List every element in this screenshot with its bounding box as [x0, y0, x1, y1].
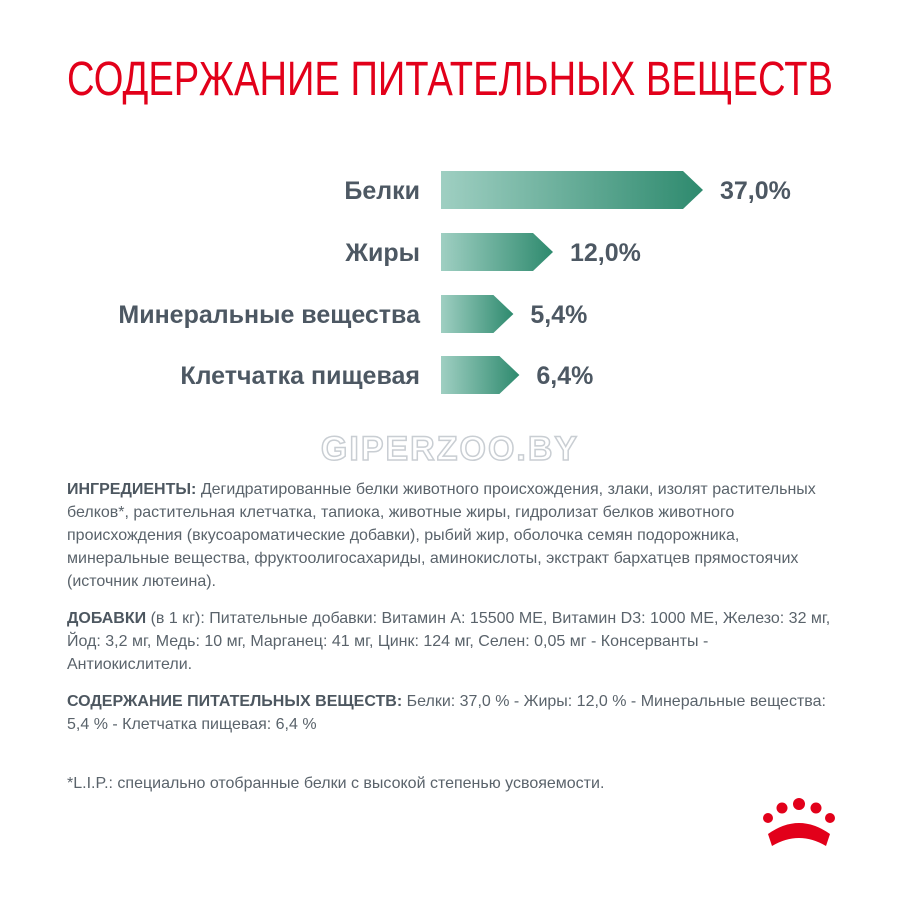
section-text: (в 1 кг): Питательные добавки: Витамин А…	[67, 610, 831, 673]
bar	[441, 356, 520, 394]
text-sections: ИНГРЕДИЕНТЫ: Дегидратированные белки жив…	[67, 478, 837, 750]
section-text: Белки: 37,0 % - Жиры: 12,0 % - Минеральн…	[67, 693, 826, 733]
section-text: Дегидратированные белки животного происх…	[67, 481, 816, 590]
bar	[441, 233, 553, 271]
section-label: ИНГРЕДИЕНТЫ:	[67, 481, 197, 498]
section-label: СОДЕРЖАНИЕ ПИТАТЕЛЬНЫХ ВЕЩЕСТВ:	[67, 693, 403, 710]
value-label: 37,0%	[720, 177, 791, 205]
category-label: Белки	[344, 177, 420, 205]
section: СОДЕРЖАНИЕ ПИТАТЕЛЬНЫХ ВЕЩЕСТВ: Белки: 3…	[67, 690, 837, 736]
category-label: Минеральные вещества	[118, 301, 421, 329]
value-label: 6,4%	[536, 362, 593, 390]
value-label: 12,0%	[570, 239, 641, 267]
category-label: Жиры	[344, 239, 420, 267]
value-label: 5,4%	[530, 301, 587, 329]
bar	[441, 171, 703, 209]
logo	[763, 798, 835, 846]
footnote: *L.I.P.: специально отобранные белки с в…	[67, 775, 605, 792]
section: ДОБАВКИ (в 1 кг): Питательные добавки: В…	[67, 607, 837, 676]
category-label: Клетчатка пищевая	[180, 362, 420, 390]
bar	[441, 295, 514, 333]
chart-title: СОДЕРЖАНИЕ ПИТАТЕЛЬНЫХ ВЕЩЕСТВ	[67, 53, 833, 106]
section-label: ДОБАВКИ	[67, 610, 147, 627]
watermark: GIPERZOO.BY	[321, 430, 579, 468]
section: ИНГРЕДИЕНТЫ: Дегидратированные белки жив…	[67, 478, 837, 593]
